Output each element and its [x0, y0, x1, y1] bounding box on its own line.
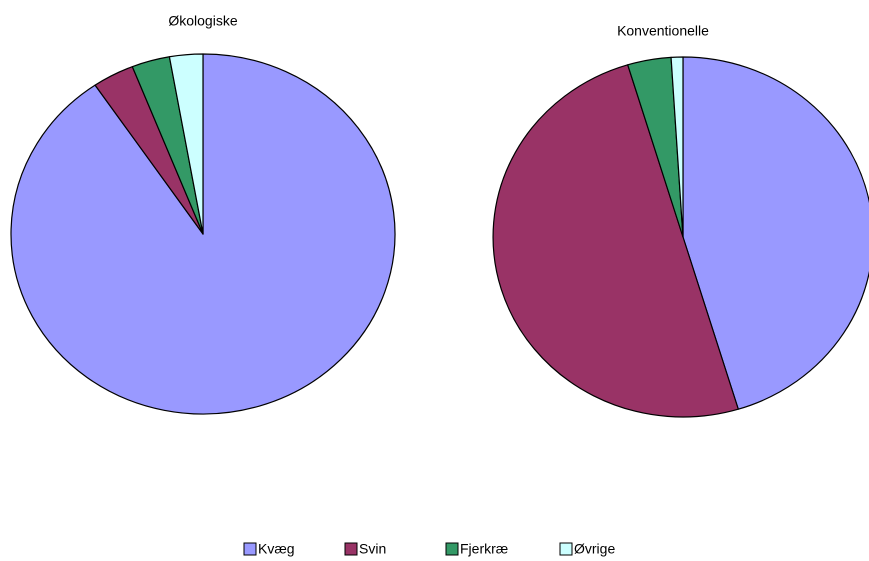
pie-slice: [168, 53, 204, 235]
legend-label: Fjerkræ: [460, 541, 508, 557]
legend-label: Kvæg: [258, 541, 295, 557]
pie-slice: [670, 56, 684, 238]
legend-label: Øvrige: [574, 541, 615, 557]
legend-swatch: [243, 542, 257, 556]
chart-title: Konventionelle: [617, 23, 709, 39]
chart-title: Økologiske: [168, 13, 237, 29]
legend-swatch: [445, 542, 459, 556]
pie-slice: [682, 56, 869, 410]
legend-swatch: [559, 542, 573, 556]
legend-swatch: [344, 542, 358, 556]
legend-label: Svin: [359, 541, 386, 557]
pie-slice: [492, 64, 739, 418]
